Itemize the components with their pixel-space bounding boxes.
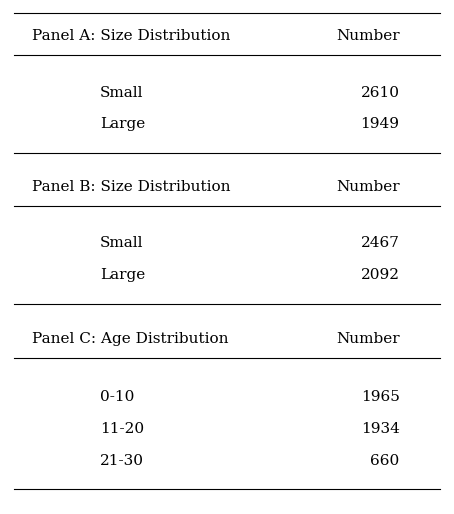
Text: Number: Number (336, 179, 400, 194)
Text: 1934: 1934 (360, 421, 400, 436)
Text: Large: Large (100, 268, 145, 282)
Text: 0-10: 0-10 (100, 390, 134, 404)
Text: Large: Large (100, 117, 145, 132)
Text: Small: Small (100, 85, 143, 100)
Text: Panel C: Age Distribution: Panel C: Age Distribution (32, 332, 228, 346)
Text: 2092: 2092 (360, 268, 400, 282)
Text: 21-30: 21-30 (100, 453, 144, 468)
Text: 11-20: 11-20 (100, 421, 144, 436)
Text: Number: Number (336, 29, 400, 43)
Text: Panel A: Size Distribution: Panel A: Size Distribution (32, 29, 230, 43)
Text: Number: Number (336, 332, 400, 346)
Text: 2467: 2467 (360, 236, 400, 250)
Text: Panel B: Size Distribution: Panel B: Size Distribution (32, 179, 230, 194)
Text: 660: 660 (370, 453, 400, 468)
Text: 2610: 2610 (360, 85, 400, 100)
Text: Small: Small (100, 236, 143, 250)
Text: 1949: 1949 (360, 117, 400, 132)
Text: 1965: 1965 (360, 390, 400, 404)
